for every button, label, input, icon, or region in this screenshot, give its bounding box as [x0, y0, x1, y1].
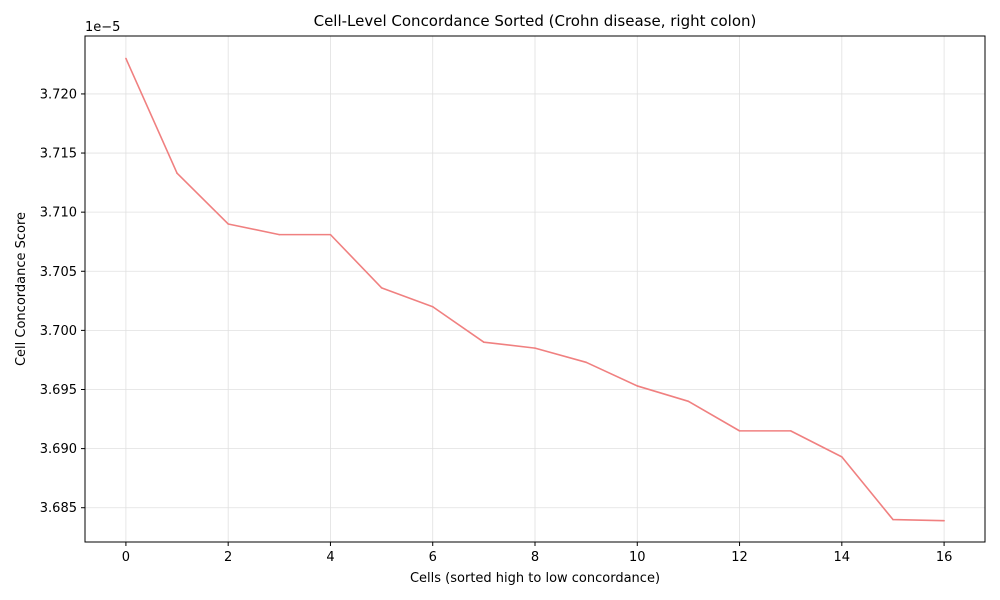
data-point [483, 341, 485, 344]
series-layer [125, 57, 945, 522]
data-point [943, 519, 945, 522]
y-tick-label: 3.715 [40, 147, 77, 162]
x-tick-label: 0 [122, 550, 130, 565]
x-tick-label: 10 [629, 550, 646, 565]
y-tick-label: 3.695 [40, 383, 77, 398]
y-axis-title: Cell Concordance Score [14, 212, 29, 366]
x-tick-label: 14 [834, 550, 851, 565]
data-point [278, 233, 281, 236]
x-tick-label: 16 [936, 550, 953, 565]
data-point [380, 287, 383, 289]
x-tick-label: 8 [531, 550, 539, 565]
data-point [892, 518, 894, 521]
x-tick-label: 2 [224, 550, 232, 565]
y-tick-label: 3.710 [40, 206, 77, 221]
y-tick-label: 3.720 [40, 87, 77, 102]
data-point [329, 233, 332, 236]
data-point [841, 456, 843, 458]
axis-ticks: 0 2 4 6 8 10 12 14 16 3.685 3.690 3.695 3.700 3.705 3.… [40, 87, 953, 565]
data-point [738, 430, 741, 432]
data-point [534, 347, 536, 349]
data-point [636, 385, 639, 387]
x-tick-label: 4 [326, 550, 334, 565]
data-point [176, 172, 178, 174]
grid-lines [85, 36, 985, 542]
x-tick-label: 12 [731, 550, 748, 565]
x-tick-label: 6 [429, 550, 437, 565]
x-axis-title: Cells (sorted high to low concordance) [410, 571, 660, 586]
y-tick-label: 3.700 [40, 324, 77, 339]
y-axis-offset-label: 1e−5 [85, 20, 120, 35]
chart-title: Cell-Level Concordance Sorted (Crohn dis… [314, 12, 757, 30]
y-tick-label: 3.690 [40, 442, 77, 457]
data-point [125, 57, 127, 60]
data-point [687, 400, 690, 403]
y-tick-label: 3.685 [40, 501, 77, 516]
data-point [227, 223, 229, 225]
y-tick-label: 3.705 [40, 265, 77, 280]
data-point [789, 430, 792, 432]
data-point [585, 361, 587, 364]
data-point [431, 305, 434, 308]
